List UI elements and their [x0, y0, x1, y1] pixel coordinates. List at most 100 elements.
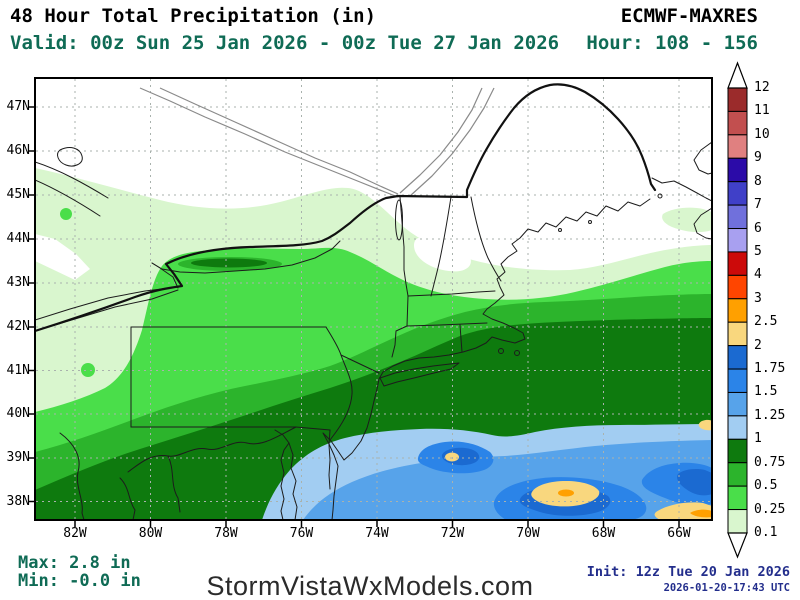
- init-time: Init: 12z Tue 20 Jan 2026: [586, 564, 790, 580]
- precip-shading: [35, 78, 712, 520]
- susquehanna-river: [274, 429, 290, 444]
- wv-border-1: [119, 477, 136, 520]
- site-watermark: StormVistaWxModels.com: [206, 571, 534, 600]
- forecast-hour-range: Hour: 108 - 156: [586, 32, 758, 54]
- ma-west-border: [406, 295, 409, 327]
- colorbar-cell: [727, 345, 748, 370]
- long-island-outline: [379, 362, 460, 387]
- colorbar-cell: [727, 228, 748, 253]
- lat-label: 41N: [6, 362, 30, 378]
- colorbar-label: 1.25: [754, 407, 786, 423]
- dry-pocket-stlawrence: [35, 234, 90, 280]
- marthas-vineyard: [498, 348, 504, 354]
- colorbar-label: 0.25: [754, 501, 786, 517]
- colorbar-label: 2.5: [754, 314, 778, 330]
- colorbar-cell: [727, 157, 748, 183]
- colorbar-cell: [727, 251, 748, 276]
- colorbar-cell: [727, 204, 748, 230]
- colorbar-label: 10: [754, 126, 770, 142]
- colorbar-cell: [727, 438, 748, 464]
- colorbar-arrow-down-icon: [727, 532, 748, 559]
- precip-patch-novascotia: [662, 207, 712, 233]
- colorbar-cell: [727, 298, 748, 323]
- vt-nh-border: [430, 196, 452, 297]
- precip-spot-2-east-sliver: [698, 419, 712, 431]
- us-canada-border: [35, 83, 657, 333]
- ny-nj-border: [340, 354, 380, 374]
- colorbar-cell: [727, 368, 748, 393]
- lake-ontario-streak-inner: [191, 258, 267, 268]
- maine-island-1: [558, 228, 562, 232]
- colorbar-label: 7: [754, 197, 762, 213]
- lon-label: 76W: [289, 526, 314, 541]
- ontario-rivers-1: [35, 161, 109, 199]
- lon-label: 78W: [214, 526, 238, 541]
- lat-label: 39N: [6, 450, 30, 465]
- niagara-river: [151, 262, 179, 289]
- potomac-river: [127, 426, 297, 473]
- colorbar-label: 11: [754, 103, 770, 119]
- map-frame: [34, 77, 713, 521]
- colorbar-label: 1.75: [754, 361, 786, 377]
- mason-dixon-line: [130, 426, 331, 431]
- colorbar-label: 5: [754, 243, 762, 259]
- colorbar-cell: [727, 509, 748, 534]
- colorbar-cell: [727, 485, 748, 511]
- min-value: Min: -0.0 in: [18, 571, 141, 591]
- colorbar-label: 8: [754, 173, 762, 189]
- me-nh-border: [470, 196, 502, 282]
- colorbar-label: 12: [754, 80, 770, 95]
- ontario-rivers-2: [35, 179, 101, 217]
- lon-label: 68W: [591, 526, 616, 541]
- ny-vt-border: [399, 196, 409, 297]
- geography: [35, 83, 712, 520]
- maine-island-2: [588, 220, 592, 224]
- precip-patch-1p75-b: [677, 469, 712, 496]
- dry-pocket-nne: [414, 237, 471, 272]
- lake-champlain: [395, 199, 403, 241]
- lat-label: 42N: [6, 319, 30, 334]
- colorbar-label: 0.5: [754, 478, 778, 494]
- colorbar-cell: [727, 181, 748, 206]
- colorbar-label: 2: [754, 337, 762, 353]
- ct-ny-border: [391, 325, 408, 358]
- colorbar-cell: [727, 462, 748, 487]
- nova-scotia-coast-north: [693, 141, 712, 175]
- lat-label: 38N: [6, 493, 30, 509]
- wv-border-2: [59, 432, 85, 520]
- axis-ticks: [28, 106, 680, 527]
- lon-label: 80W: [138, 526, 163, 541]
- colorbar-cell: [727, 321, 748, 347]
- colorbar-label: 0.75: [754, 454, 786, 470]
- colorbar-cell: [727, 87, 748, 112]
- page-title: 48 Hour Total Precipitation (in): [10, 5, 377, 27]
- colorbar-label: 4: [754, 267, 762, 283]
- chesapeake-east-shore: [288, 442, 298, 520]
- lat-label: 43N: [6, 275, 30, 290]
- lon-label: 66W: [667, 526, 691, 541]
- colorbar-label: 6: [754, 220, 762, 236]
- nova-scotia-coast-south: [693, 207, 712, 240]
- max-value: Max: 2.8 in: [18, 553, 131, 573]
- lat-label: 44N: [6, 231, 30, 246]
- lat-label: 40N: [6, 406, 30, 421]
- fundy-island-1: [657, 193, 663, 199]
- lat-label: 45N: [6, 187, 30, 202]
- colorbar-label: 3: [754, 290, 762, 306]
- colorbar-cell: [727, 110, 748, 136]
- model-name: ECMWF-MAXRES: [620, 5, 758, 27]
- lon-label: 72W: [440, 526, 465, 541]
- lake-erie-north-shore: [35, 286, 179, 321]
- de-west-border: [328, 429, 331, 490]
- ma-ct-ri-border: [406, 322, 488, 327]
- chesapeake-west-shore: [280, 442, 290, 520]
- colorbar-cells: [727, 87, 748, 534]
- generated-timestamp: 2026-01-20-17:43 UTC: [663, 582, 790, 594]
- ct-ri-border: [459, 324, 463, 353]
- lat-label: 47N: [6, 99, 30, 114]
- delaware-river: [325, 326, 353, 441]
- colorbar-label: 1: [754, 431, 762, 447]
- colorbar-cell: [727, 134, 748, 159]
